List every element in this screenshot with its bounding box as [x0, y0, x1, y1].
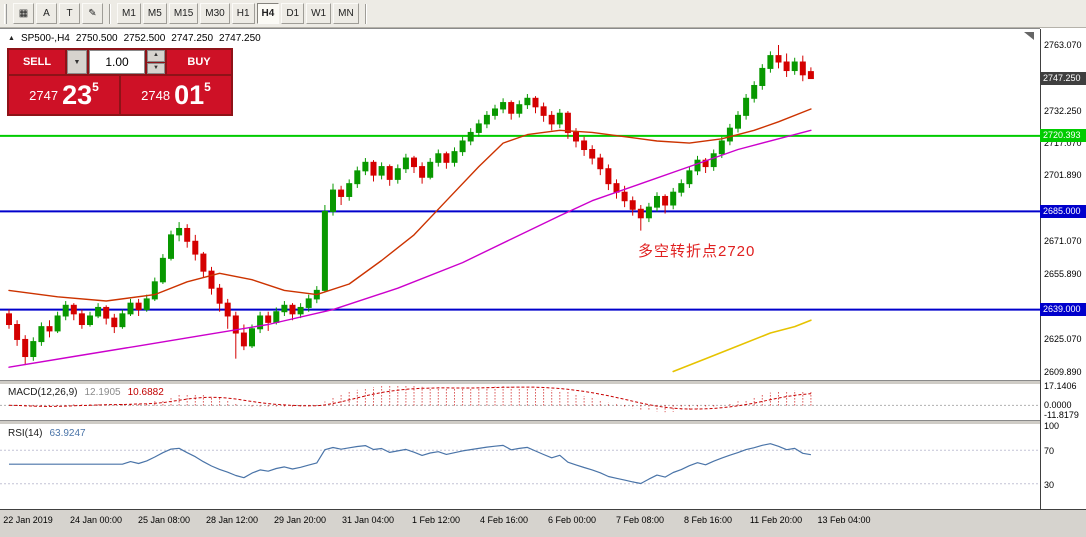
buy-price-sup: 5	[204, 80, 211, 94]
macd-axis-label: 0.0000	[1044, 400, 1072, 411]
buy-button[interactable]: BUY	[167, 50, 231, 74]
time-axis-label: 8 Feb 16:00	[683, 515, 733, 525]
ohlc-open: 2750.500	[75, 33, 118, 44]
volume-input[interactable]	[89, 50, 145, 74]
sell-button[interactable]: SELL	[9, 50, 65, 74]
y-axis-label: 2655.890	[1044, 268, 1082, 279]
toolbar-separator-2	[364, 3, 367, 24]
ohlc-high: 2752.500	[123, 33, 166, 44]
rsi-name: RSI(14)	[8, 428, 43, 439]
chart-canvas[interactable]	[0, 28, 1086, 537]
y-axis-label: 2671.070	[1044, 236, 1082, 247]
time-axis-label: 13 Feb 04:00	[817, 515, 871, 525]
buy-price-display[interactable]: 2748 01 5	[121, 76, 231, 114]
sell-price-pips: 23	[62, 80, 93, 110]
rsi-indicator-label: RSI(14) 63.9247	[8, 428, 86, 439]
sell-price-display[interactable]: 2747 23 5	[9, 76, 119, 114]
time-axis-label: 25 Jan 08:00	[137, 515, 191, 525]
time-axis-label: 29 Jan 20:00	[273, 515, 327, 525]
chart-ohlc-header: ▲ SP500-,H4 2750.500 2752.500 2747.250 2…	[8, 33, 261, 44]
volume-stepper: ▲ ▼	[147, 50, 165, 74]
macd-indicator-label: MACD(12,26,9) 12.1905 10.6882	[8, 387, 164, 398]
time-axis-label: 7 Feb 08:00	[615, 515, 665, 525]
top-toolbar: ▦ A T ✎ M1 M5 M15 M30 H1 H4 D1 W1 MN	[0, 0, 1086, 28]
rsi-axis-label: 100	[1044, 421, 1060, 431]
collapse-chart-icon[interactable]: ▲	[8, 35, 15, 42]
y-axis-label: 2732.250	[1044, 105, 1082, 116]
macd-axis-label: -11.8179	[1044, 410, 1079, 420]
y-axis-label: 2701.890	[1044, 170, 1082, 181]
hline-price-tag: 2720.393	[1040, 129, 1086, 143]
y-axis-label: 2717.070	[1044, 137, 1082, 148]
sell-price-sup: 5	[92, 80, 99, 94]
time-axis-label: 31 Jan 04:00	[341, 515, 395, 525]
y-axis-label: 2625.070	[1044, 334, 1082, 345]
timeframe-m5-button[interactable]: M5	[142, 3, 167, 24]
timeframe-m15-button[interactable]: M15	[168, 3, 199, 24]
volume-decrease-button[interactable]: ▼	[147, 62, 165, 74]
macd-name: MACD(12,26,9)	[8, 387, 78, 398]
sell-price-main: 2747	[29, 87, 59, 103]
macd-axis-label: 17.1406	[1044, 380, 1077, 391]
toolbar-grip[interactable]	[4, 3, 7, 24]
trade-prices-row: 2747 23 5 2748 01 5	[9, 76, 231, 114]
current-price-tag: 2747.250	[1040, 72, 1086, 86]
time-axis-label: 22 Jan 2019	[3, 515, 53, 525]
volume-increase-button[interactable]: ▲	[147, 50, 165, 62]
symbol-period-label: SP500-,H4	[20, 33, 70, 44]
timeframe-mn-button[interactable]: MN	[333, 3, 359, 24]
y-axis-label: 2763.070	[1044, 39, 1082, 50]
chart-area[interactable]: ▲ SP500-,H4 2750.500 2752.500 2747.250 2…	[0, 28, 1086, 537]
time-axis-label: 1 Feb 12:00	[411, 515, 461, 525]
font-tool-icon[interactable]: A	[36, 3, 57, 24]
macd-signal-value: 10.6882	[127, 387, 164, 398]
time-axis-label: 28 Jan 12:00	[205, 515, 259, 525]
timeframe-h1-button[interactable]: H1	[231, 3, 255, 24]
rsi-axis-label: 30	[1044, 479, 1055, 490]
one-click-trading-panel: SELL ▼ ▲ ▼ BUY 2747 23 5 2748 01 5	[7, 48, 233, 116]
rsi-value: 63.9247	[49, 428, 86, 439]
ohlc-low: 2747.250	[171, 33, 214, 44]
y-axis-label: 2609.890	[1044, 366, 1082, 377]
volume-dropdown-button[interactable]: ▼	[67, 50, 87, 74]
hline-price-tag: 2639.000	[1040, 303, 1086, 317]
draw-tool-icon[interactable]: ✎	[82, 3, 103, 24]
toolbar-separator	[109, 3, 111, 24]
rsi-axis-label: 70	[1044, 446, 1055, 457]
buy-price-main: 2748	[141, 87, 171, 103]
timeframe-m1-button[interactable]: M1	[117, 3, 141, 24]
chart-annotation[interactable]: 多空转折点2720	[638, 243, 756, 260]
time-axis-label: 4 Feb 16:00	[479, 515, 529, 525]
macd-main-value: 12.1905	[84, 387, 121, 398]
time-axis-label: 11 Feb 20:00	[749, 515, 803, 525]
ohlc-close: 2747.250	[219, 33, 261, 44]
chart-grid-icon[interactable]: ▦	[13, 3, 34, 24]
time-axis-label: 6 Feb 00:00	[547, 515, 597, 525]
trade-controls-row: SELL ▼ ▲ ▼ BUY	[9, 50, 231, 74]
hline-price-tag: 2685.000	[1040, 204, 1086, 218]
timeframe-h4-button[interactable]: H4	[256, 3, 280, 24]
timeframe-d1-button[interactable]: D1	[281, 3, 305, 24]
timeframe-w1-button[interactable]: W1	[306, 3, 332, 24]
text-tool-icon[interactable]: T	[59, 3, 80, 24]
timeframe-m30-button[interactable]: M30	[200, 3, 230, 24]
buy-price-pips: 01	[174, 80, 205, 110]
time-axis-label: 24 Jan 00:00	[69, 515, 123, 525]
